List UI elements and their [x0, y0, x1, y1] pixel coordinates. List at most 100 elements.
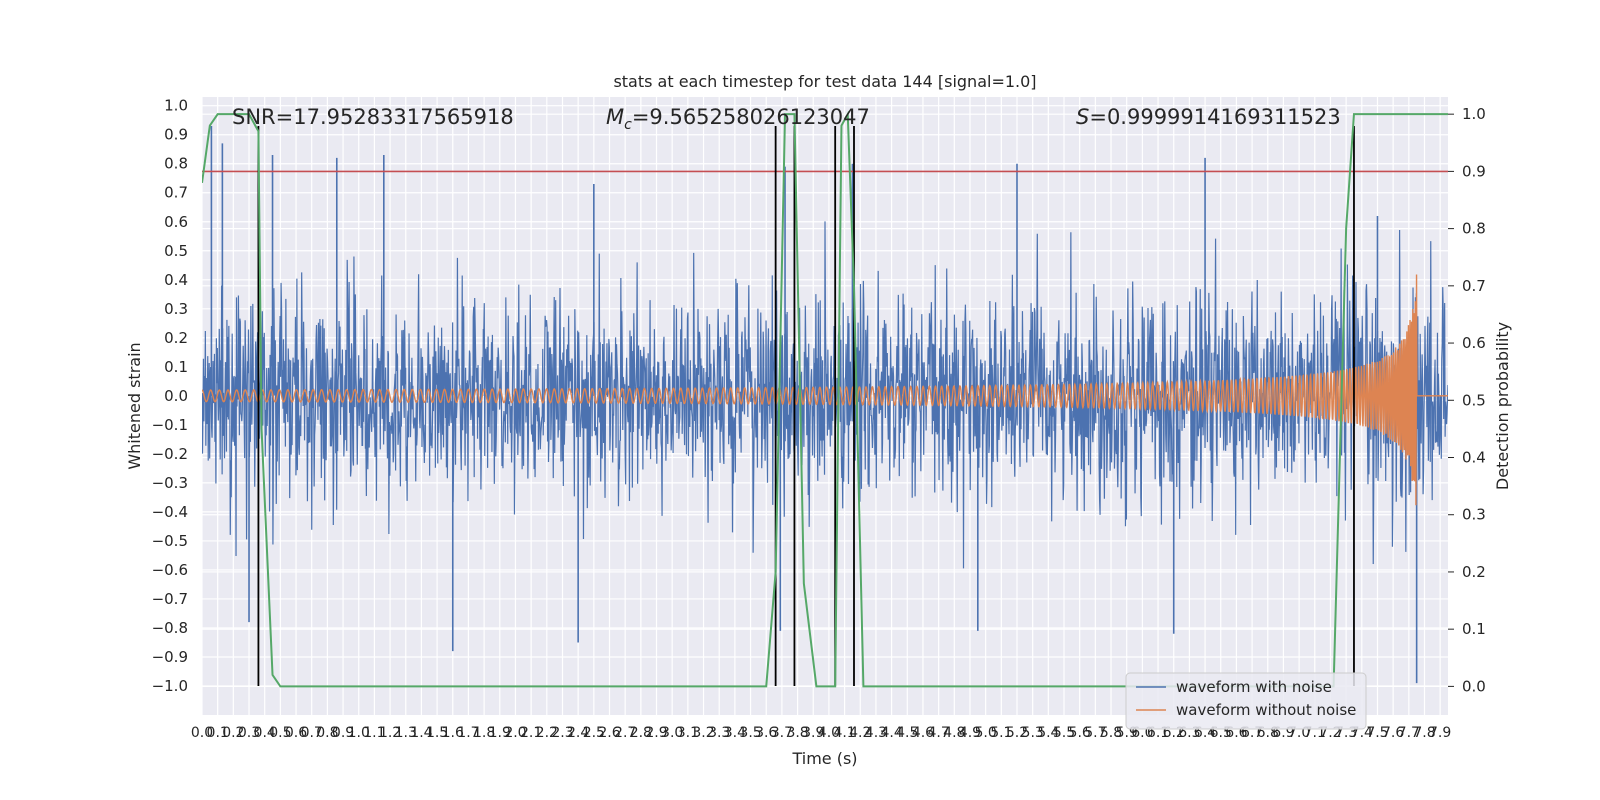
legend-box	[1125, 672, 1367, 730]
x-tick-label: 3.4	[724, 725, 746, 741]
x-tick-label: 4.5	[896, 725, 918, 741]
x-axis-label: Time (s)	[791, 749, 857, 768]
y-tick-label: −0.6	[152, 561, 188, 579]
y-tick-label: 0.4	[164, 271, 188, 289]
y-tick-label: 0.2	[164, 329, 188, 347]
y-tick-label: 0.3	[164, 300, 188, 318]
x-tick-label: 4.4	[880, 725, 902, 741]
x-tick-label: 4.8	[943, 725, 965, 741]
x-tick-label: 2.7	[614, 725, 636, 741]
x-tick-label: 5.1	[990, 725, 1012, 741]
y-tick-label: 0.6	[164, 213, 188, 231]
x-tick-label: 4.3	[865, 725, 887, 741]
x-tick-label: 3.3	[708, 725, 730, 741]
x-tick-label: 0.6	[285, 725, 307, 741]
s-symbol: S	[1076, 105, 1089, 129]
x-tick-label: 4.9	[959, 725, 981, 741]
x-tick-label: 2.6	[598, 725, 620, 741]
x-tick-label: 4.6	[912, 725, 934, 741]
y-tick-label: 0.9	[164, 126, 188, 144]
detection-vertical-lines	[257, 126, 1355, 686]
x-tick-label: 1.1	[363, 725, 385, 741]
x-tick-label: 1.0	[348, 725, 370, 741]
chart-title: stats at each timestep for test data 144…	[613, 72, 1036, 91]
x-tick-label: 2.5	[583, 725, 605, 741]
x-tick-label: 2.1	[520, 725, 542, 741]
chirp-mass-subscript: c	[624, 117, 632, 133]
y-tick-label: 0.8	[164, 155, 188, 173]
legend-label-clean: waveform without noise	[1176, 701, 1356, 719]
x-tick-label: 2.9	[645, 725, 667, 741]
series-waveform-without-noise	[202, 274, 1448, 506]
left-y-tick-labels: 1.0 0.9 0.8 0.7 0.6 0.5 0.4 0.3 0.2 0.1 0.0 −0.1 −0.…	[152, 97, 188, 695]
legend: waveform with noise waveform without noi…	[1125, 672, 1367, 730]
y-tick-label: 0.0	[164, 387, 188, 405]
series-waveform-with-noise-spikes	[210, 126, 1418, 684]
y-right-tick-label: 0.1	[1462, 620, 1486, 638]
x-tick-label: 1.2	[379, 725, 401, 741]
x-tick-label: 0.3	[238, 725, 260, 741]
y-tick-label: 0.1	[164, 358, 188, 376]
x-tick-label: 3.1	[677, 725, 699, 741]
snr-annotation: SNR=17.95283317565918	[232, 105, 514, 129]
x-tick-label: 0.0	[191, 725, 213, 741]
x-tick-label: 5.2	[1006, 725, 1028, 741]
legend-label-noise: waveform with noise	[1176, 678, 1332, 696]
x-tick-label: 5.0	[975, 725, 997, 741]
y-tick-label: −1.0	[152, 677, 188, 695]
x-tick-label: 4.1	[833, 725, 855, 741]
x-tick-label: 0.2	[222, 725, 244, 741]
x-tick-label: 0.5	[269, 725, 291, 741]
x-tick-label: 7.9	[1429, 725, 1451, 741]
x-tick-label: 1.8	[473, 725, 495, 741]
x-tick-label: 0.8	[316, 725, 338, 741]
x-tick-label: 2.4	[567, 725, 589, 741]
chirp-mass-annotation: Mc=9.565258026123047	[606, 105, 870, 133]
series-waveform-with-noise	[202, 221, 1448, 569]
x-tick-label: 7.5	[1366, 725, 1388, 741]
x-tick-label: 5.4	[1037, 725, 1059, 741]
x-tick-label: 3.6	[755, 725, 777, 741]
y-tick-label: 0.7	[164, 184, 188, 202]
x-tick-label: 7.7	[1398, 725, 1420, 741]
y-tick-label: 0.5	[164, 242, 188, 260]
y-tick-label: −0.3	[152, 474, 188, 492]
x-tick-label: 7.8	[1413, 725, 1435, 741]
y-tick-label: −0.8	[152, 619, 188, 637]
x-tick-label: 1.4	[410, 725, 432, 741]
x-tick-label: 0.7	[301, 725, 323, 741]
x-tick-label: 0.4	[254, 725, 276, 741]
x-tick-label: 0.1	[207, 725, 229, 741]
y-right-tick-label: 0.9	[1462, 162, 1486, 180]
y-tick-label: −0.5	[152, 532, 188, 550]
x-tick-label: 1.6	[442, 725, 464, 741]
y-tick-label: −0.7	[152, 590, 188, 608]
y-right-tick-label: 1.0	[1462, 105, 1486, 123]
y-right-tick-label: 0.0	[1462, 677, 1486, 695]
chirp-mass-value: =9.565258026123047	[632, 105, 870, 129]
y-right-tick-label: 0.7	[1462, 277, 1486, 295]
x-tick-label: 1.7	[457, 725, 479, 741]
x-tick-label: 2.2	[536, 725, 558, 741]
x-tick-label: 4.2	[849, 725, 871, 741]
x-tick-label: 3.2	[692, 725, 714, 741]
x-tick-label: 5.5	[1053, 725, 1075, 741]
x-tick-label: 5.6	[1069, 725, 1091, 741]
x-tick-label: 0.9	[332, 725, 354, 741]
y-right-tick-label: 0.6	[1462, 334, 1486, 352]
x-tick-label: 1.9	[489, 725, 511, 741]
y-right-tick-label: 0.8	[1462, 220, 1486, 238]
x-tick-label: 7.6	[1382, 725, 1404, 741]
x-tick-label: 3.7	[771, 725, 793, 741]
x-tick-label: 2.3	[551, 725, 573, 741]
x-tick-label: 5.7	[1084, 725, 1106, 741]
right-y-tick-labels: 1.0 0.9 0.8 0.7 0.6 0.5 0.4 0.3 0.2 0.1 0.0	[1448, 105, 1486, 695]
s-annotation: S=0.9999914169311523	[1076, 105, 1341, 129]
y-tick-label: −0.9	[152, 648, 188, 666]
y-right-tick-label: 0.2	[1462, 563, 1486, 581]
x-tick-label: 3.5	[739, 725, 761, 741]
y-right-axis-label: Detection probability	[1493, 322, 1512, 490]
y-tick-label: 1.0	[164, 97, 188, 115]
x-tick-label: 5.3	[1022, 725, 1044, 741]
